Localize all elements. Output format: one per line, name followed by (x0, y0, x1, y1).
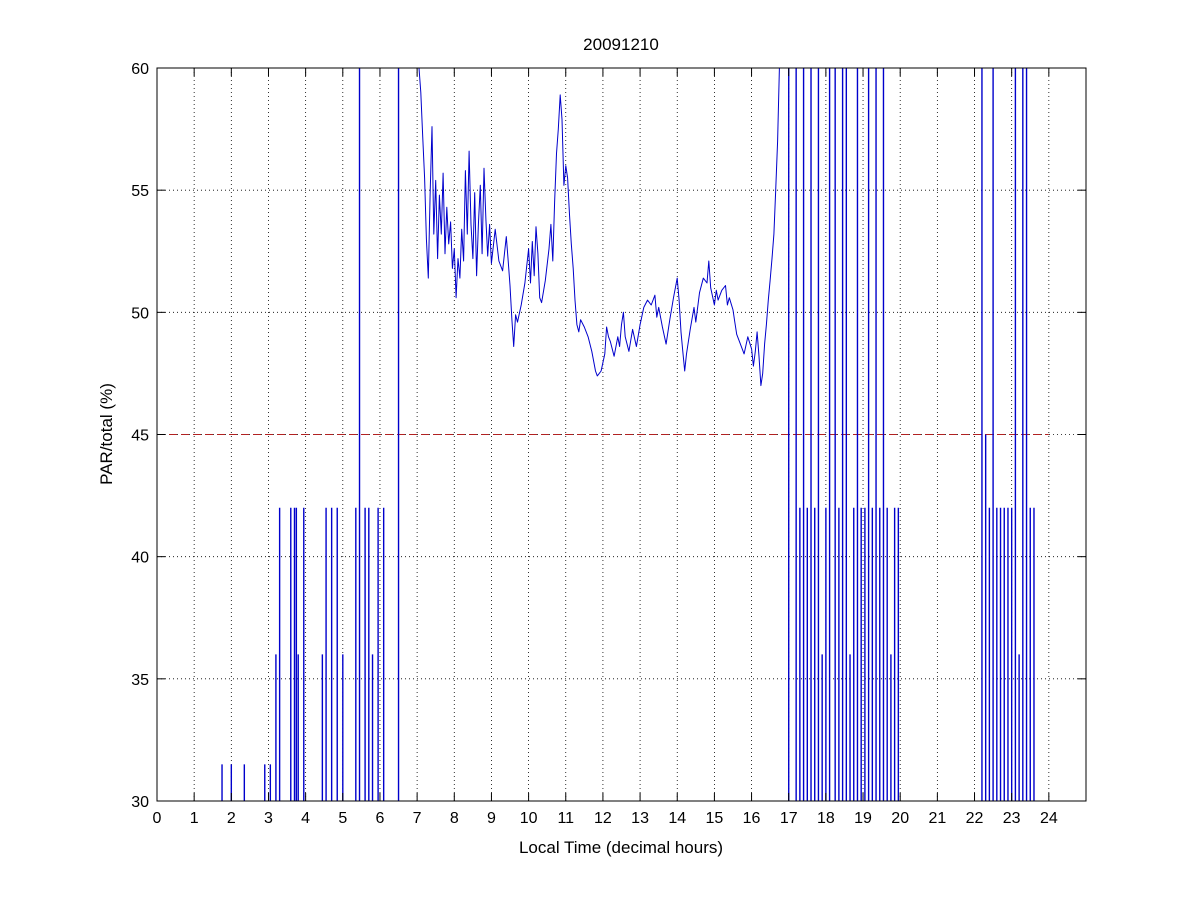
x-tick-label: 21 (928, 810, 946, 827)
x-tick-label: 22 (966, 810, 984, 827)
x-tick-label: 15 (706, 810, 724, 827)
x-tick-label: 12 (594, 810, 612, 827)
y-tick-label: 50 (131, 305, 149, 322)
x-tick-label: 20 (891, 810, 909, 827)
x-tick-label: 2 (227, 810, 236, 827)
x-tick-label: 17 (780, 810, 798, 827)
y-tick-label: 60 (131, 61, 149, 78)
x-tick-label: 11 (557, 810, 574, 827)
x-tick-labels: 0 1 2 3 4 5 6 7 8 9 10 11 12 13 14 15 16 17 18 19 20 21 22 23 24 (153, 810, 1058, 827)
grid-lines (157, 68, 1086, 801)
x-tick-label: 16 (743, 810, 761, 827)
x-tick-label: 10 (520, 810, 538, 827)
y-tick-labels: 30 35 40 45 50 55 60 (131, 61, 149, 811)
y-tick-label: 45 (131, 428, 149, 445)
chart-title: 20091210 (583, 35, 659, 54)
x-tick-label: 18 (817, 810, 835, 827)
x-tick-label: 8 (450, 810, 459, 827)
y-tick-label: 55 (131, 183, 149, 200)
y-axis-label: PAR/total (%) (97, 383, 116, 485)
y-tick-label: 40 (131, 550, 149, 567)
x-tick-label: 9 (487, 810, 496, 827)
spike-series (221, 68, 1035, 801)
x-tick-label: 13 (631, 810, 649, 827)
x-tick-label: 1 (190, 810, 199, 827)
data-series (418, 67, 780, 387)
x-tick-label: 23 (1003, 810, 1021, 827)
y-tick-label: 35 (131, 672, 149, 689)
x-tick-label: 7 (413, 810, 422, 827)
series-line (418, 67, 780, 387)
x-axis-label: Local Time (decimal hours) (519, 838, 723, 857)
x-tick-label: 4 (301, 810, 310, 827)
x-tick-label: 24 (1040, 810, 1058, 827)
x-tick-label: 5 (338, 810, 347, 827)
x-tick-label: 0 (153, 810, 162, 827)
x-tick-label: 6 (376, 810, 385, 827)
x-tick-label: 19 (854, 810, 872, 827)
x-tick-label: 14 (668, 810, 686, 827)
axis-ticks (156, 67, 1086, 802)
y-tick-label: 30 (131, 794, 149, 811)
x-tick-label: 3 (264, 810, 273, 827)
